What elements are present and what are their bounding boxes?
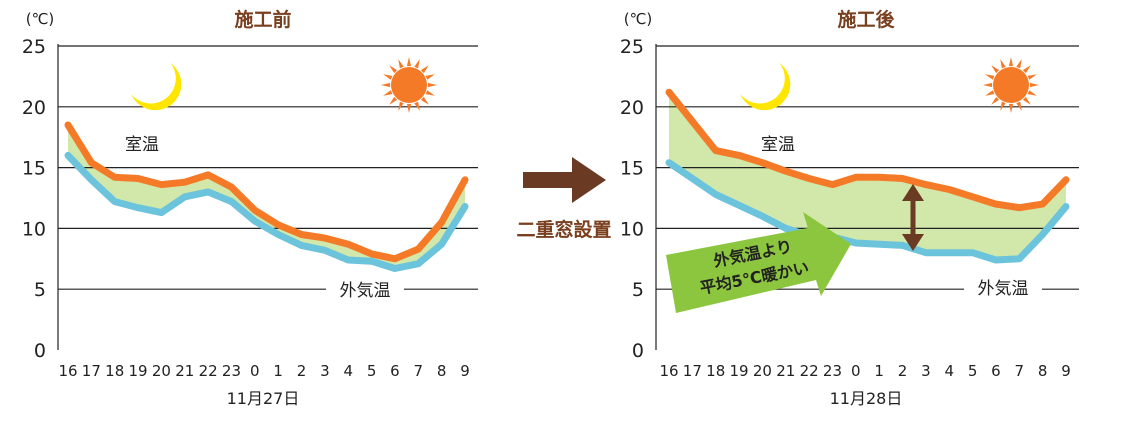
x-tick-label: 1	[273, 362, 283, 380]
x-tick-label: 8	[1038, 362, 1048, 380]
x-tick-label: 6	[991, 362, 1001, 380]
x-tick-label: 23	[823, 362, 842, 380]
y-axis-unit: (℃)	[26, 10, 55, 28]
series-line-outdoor	[665, 159, 1070, 264]
y-tick-label: 15	[620, 158, 644, 180]
x-tick-label: 22	[800, 362, 819, 380]
x-tick-label: 2	[297, 362, 307, 380]
x-tick-label: 18	[706, 362, 725, 380]
x-tick-label: 0	[851, 362, 861, 380]
y-tick-label: 10	[22, 218, 46, 240]
x-tick-label: 16	[58, 362, 77, 380]
x-tick-label: 7	[414, 362, 424, 380]
y-tick-label: 10	[620, 218, 644, 240]
x-tick-label: 0	[250, 362, 260, 380]
x-tick-label: 3	[921, 362, 931, 380]
x-tick-label: 19	[129, 362, 148, 380]
x-tick-label: 18	[105, 362, 124, 380]
chart-title: 施工前	[234, 8, 291, 31]
y-tick-label: 15	[22, 158, 46, 180]
x-tick-label: 17	[683, 362, 702, 380]
x-tick-label: 2	[898, 362, 908, 380]
x-tick-label: 5	[968, 362, 978, 380]
y-tick-label: 20	[620, 97, 644, 119]
right-arrow-icon	[523, 157, 606, 203]
series-line-outdoor	[64, 151, 469, 272]
series-label-outdoor-bg	[964, 275, 1042, 301]
x-tick-label: 16	[659, 362, 678, 380]
series-label-room: 室温	[761, 135, 795, 155]
y-tick-label: 0	[632, 340, 644, 362]
x-axis-label: 11月28日	[830, 389, 903, 408]
sun-icon	[381, 57, 437, 113]
x-tick-label: 20	[753, 362, 772, 380]
series-label-outdoor-bg	[326, 277, 404, 303]
x-tick-label: 1	[874, 362, 884, 380]
y-tick-label: 25	[22, 36, 46, 58]
y-tick-label: 5	[632, 279, 644, 301]
x-tick-label: 17	[82, 362, 101, 380]
x-axis-label: 11月27日	[227, 389, 300, 408]
x-tick-label: 22	[199, 362, 218, 380]
y-tick-label: 5	[34, 279, 46, 301]
chart-title: 施工後	[837, 8, 895, 31]
series-label-outdoor: 外気温	[340, 281, 391, 301]
x-tick-label: 9	[460, 362, 470, 380]
y-axis-unit: (℃)	[624, 10, 653, 28]
moon-icon	[131, 62, 182, 111]
x-tick-label: 21	[175, 362, 194, 380]
series-label-outdoor: 外気温	[978, 279, 1029, 299]
x-tick-label: 8	[437, 362, 447, 380]
y-tick-label: 20	[22, 97, 46, 119]
middle-label: 二重窓設置	[516, 218, 611, 241]
moon-icon	[740, 62, 791, 111]
x-tick-label: 7	[1015, 362, 1025, 380]
series-line-room	[665, 88, 1070, 212]
x-tick-label: 4	[944, 362, 954, 380]
series-line-room	[64, 121, 469, 263]
y-tick-label: 0	[34, 340, 46, 362]
x-tick-label: 5	[367, 362, 377, 380]
y-tick-label: 25	[620, 36, 644, 58]
callout-arrow-shape	[666, 212, 851, 313]
x-tick-label: 3	[320, 362, 330, 380]
x-tick-label: 23	[222, 362, 241, 380]
sun-icon	[983, 57, 1039, 113]
x-tick-label: 20	[152, 362, 171, 380]
x-tick-label: 9	[1061, 362, 1071, 380]
up-down-arrow-icon	[902, 184, 924, 251]
x-tick-label: 4	[343, 362, 353, 380]
x-tick-label: 6	[390, 362, 400, 380]
x-tick-label: 21	[776, 362, 795, 380]
callout: 外気温より 平均5℃暖かい	[666, 212, 851, 313]
middle-transition: 二重窓設置	[516, 157, 612, 241]
series-label-room: 室温	[125, 135, 159, 155]
x-tick-label: 19	[730, 362, 749, 380]
